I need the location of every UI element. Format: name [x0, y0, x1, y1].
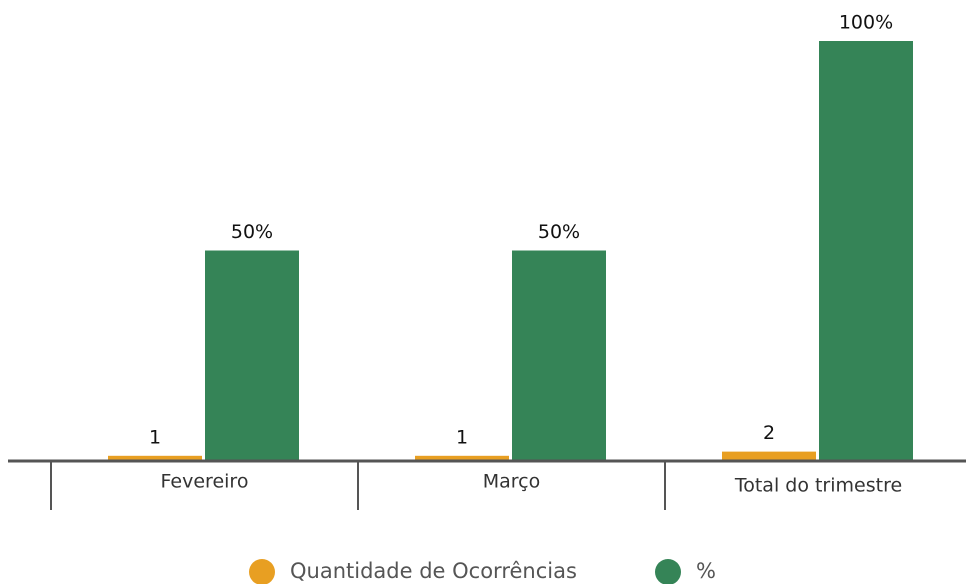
- bar: [415, 455, 509, 460]
- value-label: 100%: [839, 12, 893, 34]
- bar: [108, 455, 202, 460]
- bar: [722, 451, 816, 460]
- value-label: 50%: [231, 221, 273, 243]
- legend-swatch: [249, 559, 275, 584]
- bar: [819, 41, 913, 460]
- bar: [205, 250, 299, 460]
- x-tick-label: Março: [483, 471, 541, 493]
- value-label: 1: [456, 426, 468, 448]
- x-tick-label: Fevereiro: [161, 471, 249, 493]
- value-label: 50%: [538, 221, 580, 243]
- bar: [512, 250, 606, 460]
- legend-label: Quantidade de Ocorrências: [290, 559, 577, 583]
- value-label: 2: [763, 422, 775, 444]
- value-label: 1: [149, 426, 161, 448]
- legend-label: %: [696, 559, 716, 583]
- legend-swatch: [655, 559, 681, 584]
- x-tick-label: Total do trimestre: [734, 475, 902, 497]
